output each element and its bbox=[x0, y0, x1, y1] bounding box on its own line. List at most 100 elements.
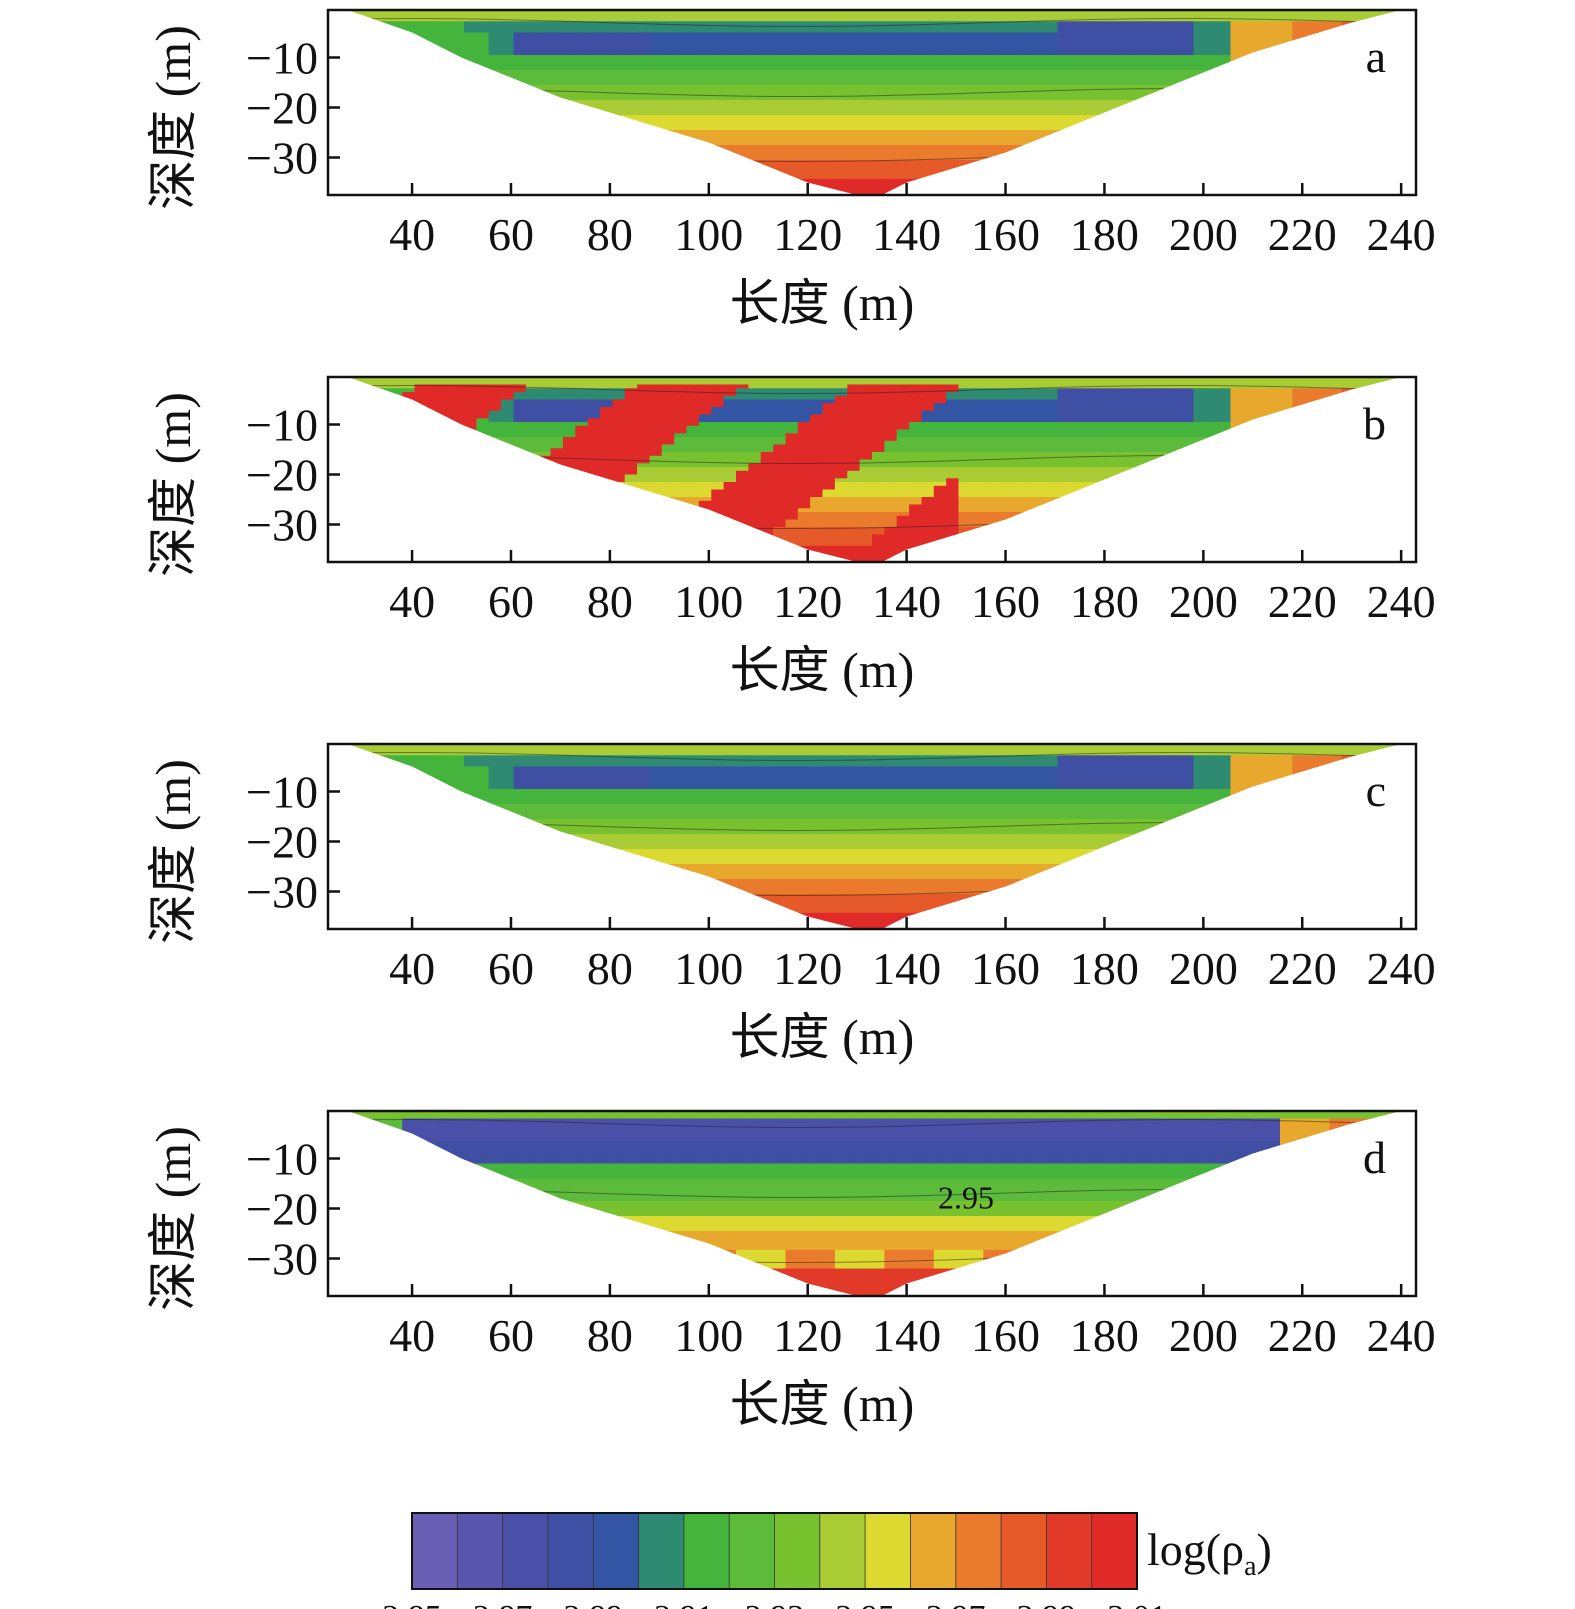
field-cell bbox=[736, 437, 749, 442]
field-cell bbox=[1069, 55, 1083, 60]
field-cell bbox=[797, 85, 811, 90]
field-cell bbox=[995, 403, 1009, 408]
field-cell bbox=[810, 470, 824, 476]
field-cell bbox=[637, 47, 651, 52]
field-cell bbox=[661, 25, 675, 30]
field-cell bbox=[834, 534, 848, 539]
field-cell bbox=[389, 13, 403, 19]
field-cell bbox=[698, 111, 712, 116]
field-cell bbox=[896, 58, 910, 64]
field-cell bbox=[822, 152, 836, 157]
field-cell bbox=[797, 111, 811, 116]
field-cell bbox=[797, 392, 811, 397]
field-cell bbox=[513, 32, 527, 37]
field-cell bbox=[1008, 133, 1021, 139]
field-cell bbox=[426, 25, 440, 30]
field-cell bbox=[686, 122, 700, 127]
field-cell bbox=[1230, 410, 1244, 416]
field-cell bbox=[1020, 399, 1034, 404]
field-cell bbox=[686, 489, 700, 494]
field-cell bbox=[736, 92, 749, 97]
field-cell bbox=[958, 17, 972, 22]
field-cell bbox=[1082, 118, 1096, 124]
field-cell bbox=[797, 407, 811, 412]
field-cell bbox=[1119, 474, 1133, 479]
field-cell bbox=[538, 459, 552, 464]
field-cell bbox=[970, 100, 984, 105]
field-cell bbox=[1156, 459, 1170, 464]
field-cell bbox=[760, 437, 774, 442]
field-cell bbox=[538, 10, 552, 15]
field-cell bbox=[389, 10, 403, 15]
field-cell bbox=[1119, 384, 1133, 389]
field-cell bbox=[686, 482, 700, 487]
field-cell bbox=[773, 137, 787, 142]
field-cell bbox=[1057, 47, 1071, 52]
field-cell bbox=[488, 410, 502, 416]
field-cell bbox=[612, 414, 626, 419]
field-cell bbox=[884, 167, 898, 172]
field-cell bbox=[1341, 388, 1355, 393]
field-cell bbox=[760, 504, 774, 509]
field-cell bbox=[946, 429, 960, 434]
field-cell bbox=[1354, 380, 1368, 386]
field-cell bbox=[1193, 410, 1207, 416]
field-cell bbox=[1057, 403, 1071, 408]
field-cell bbox=[896, 122, 910, 127]
field-cell bbox=[414, 10, 428, 15]
field-cell bbox=[575, 425, 589, 431]
field-cell bbox=[822, 410, 836, 416]
field-cell bbox=[352, 384, 366, 389]
field-cell bbox=[1045, 392, 1059, 397]
field-cell bbox=[1242, 395, 1256, 401]
field-cell bbox=[847, 96, 861, 101]
field-cell bbox=[1181, 55, 1195, 60]
field-cell bbox=[859, 47, 873, 52]
field-cell bbox=[723, 467, 737, 472]
field-cell bbox=[1106, 13, 1120, 19]
field-cell bbox=[896, 444, 910, 449]
field-cell bbox=[773, 542, 787, 547]
field-cell bbox=[1193, 21, 1207, 26]
field-cell bbox=[698, 133, 712, 139]
x-tick-label: 140 bbox=[872, 209, 941, 260]
field-cell bbox=[1057, 81, 1071, 86]
field-cell bbox=[1144, 377, 1157, 382]
field-cell bbox=[896, 81, 910, 86]
field-cell bbox=[488, 418, 502, 423]
field-cell bbox=[736, 422, 749, 427]
field-cell bbox=[933, 515, 947, 521]
field-cell bbox=[624, 13, 638, 19]
field-cell bbox=[834, 17, 848, 22]
field-cell bbox=[1069, 437, 1083, 442]
field-cell bbox=[797, 538, 811, 543]
field-cell bbox=[760, 474, 774, 479]
field-cell bbox=[822, 542, 836, 547]
field-cell bbox=[1008, 10, 1021, 15]
field-cell bbox=[1032, 493, 1046, 498]
field-cell bbox=[377, 384, 391, 389]
field-cell bbox=[736, 141, 749, 146]
field-cell bbox=[1082, 77, 1096, 82]
field-cell bbox=[995, 455, 1009, 461]
field-cell bbox=[921, 156, 935, 161]
field-cell bbox=[822, 557, 836, 562]
field-cell bbox=[760, 70, 774, 75]
field-cell bbox=[538, 62, 552, 67]
field-cell bbox=[773, 444, 787, 449]
field-cell bbox=[1156, 403, 1170, 408]
field-cell bbox=[970, 448, 984, 453]
field-cell bbox=[624, 418, 638, 423]
field-cell bbox=[773, 28, 787, 34]
field-cell bbox=[946, 444, 960, 449]
field-cell bbox=[1193, 28, 1207, 34]
field-cell bbox=[1119, 452, 1133, 457]
field-cell bbox=[1008, 482, 1021, 487]
field-cell bbox=[785, 36, 799, 41]
field-cell bbox=[488, 13, 502, 19]
field-cell bbox=[637, 32, 651, 37]
field-cell bbox=[464, 407, 477, 412]
field-cell bbox=[995, 508, 1009, 513]
field-cell bbox=[822, 422, 836, 427]
field-cell bbox=[1280, 28, 1293, 34]
